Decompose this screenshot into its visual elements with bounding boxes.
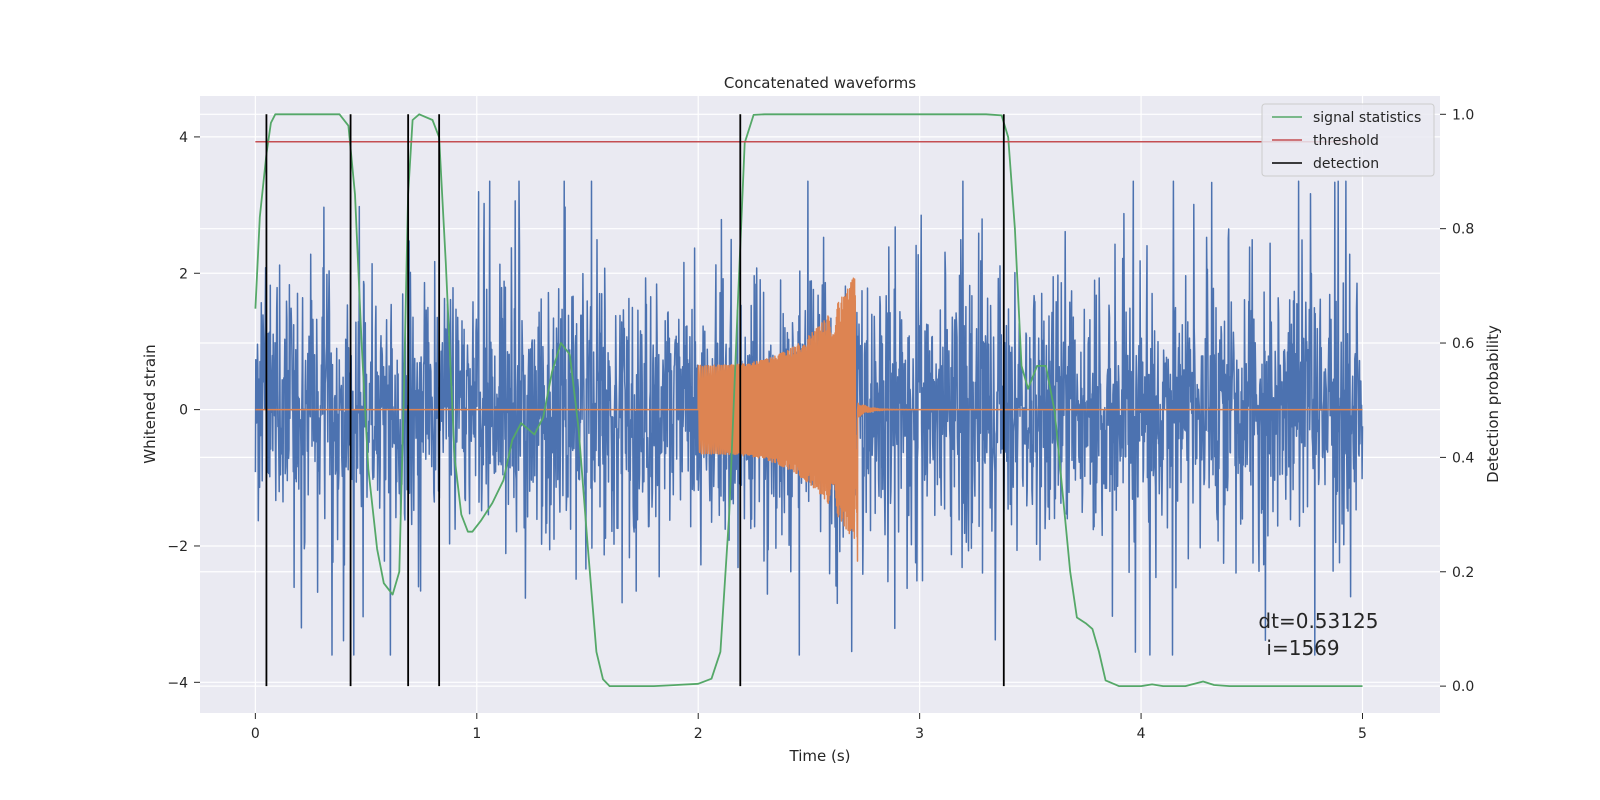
- y-right-tick-label: 0.6: [1452, 336, 1474, 352]
- y-right-tick-label: 0.8: [1452, 222, 1474, 238]
- legend-label-detection: detection: [1313, 156, 1379, 172]
- x-axis-label: Time (s): [789, 747, 851, 765]
- chart-title: Concatenated waveforms: [724, 74, 916, 92]
- y-right-tick-label: 0.2: [1452, 565, 1474, 581]
- x-tick-label: 1: [472, 726, 481, 742]
- legend-frame: [1261, 103, 1435, 177]
- annotation-dt: dt=0.53125: [1258, 609, 1378, 633]
- y-axis-left-label: Whitened strain: [141, 344, 159, 463]
- y-left-tick-label: 0: [179, 403, 188, 419]
- series-signal-statistics: [254, 113, 1363, 687]
- y-left-tick-label: −2: [167, 539, 188, 555]
- x-tick-label: 4: [1137, 726, 1146, 742]
- x-tick-label: 0: [251, 726, 260, 742]
- annotation-index: i=1569: [1266, 636, 1339, 660]
- y-left-tick-label: 2: [179, 266, 188, 282]
- series-layer: [254, 113, 1364, 687]
- series-injected-waveform: [255, 277, 1363, 562]
- y-right-tick-label: 0.4: [1452, 450, 1474, 466]
- x-tick-label: 5: [1358, 726, 1367, 742]
- legend-label-threshold: threshold: [1313, 133, 1379, 149]
- axes: 0 1 2 3 4 5 −4 −2 0 2 4 0.0 0.2 0.4 0.6 0.8 1.0: [167, 107, 1474, 742]
- y-right-tick-label: 1.0: [1452, 107, 1474, 123]
- x-tick-label: 2: [694, 726, 703, 742]
- y-left-tick-label: −4: [167, 675, 188, 691]
- legend: signal statistics threshold detection: [1261, 103, 1435, 177]
- y-axis-right-label: Detection probability: [1484, 325, 1502, 483]
- x-tick-label: 3: [915, 726, 924, 742]
- y-right-tick-label: 0.0: [1452, 679, 1474, 695]
- legend-label-signal-statistics: signal statistics: [1313, 110, 1421, 126]
- grid: [200, 96, 1440, 713]
- y-left-tick-label: 4: [179, 130, 188, 146]
